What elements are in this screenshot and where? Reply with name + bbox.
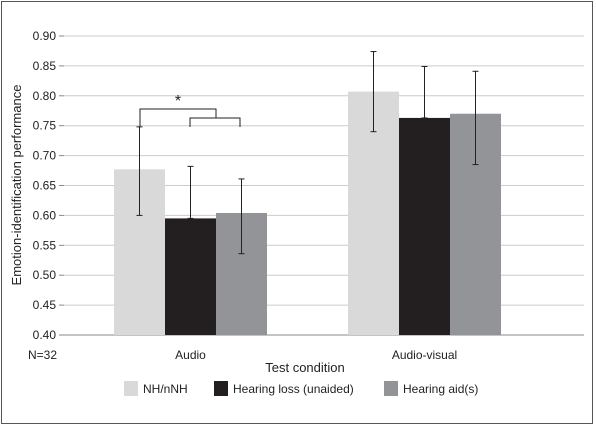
y-tick-label: 0.70 bbox=[33, 149, 57, 163]
legend-label: Hearing loss (unaided) bbox=[233, 382, 354, 396]
y-tick-label: 0.50 bbox=[33, 268, 57, 282]
y-tick-label: 0.60 bbox=[33, 208, 57, 222]
y-tick-label: 0.90 bbox=[33, 29, 57, 43]
y-axis-ticks: 0.40 0.45 0.50 0.55 0.60 0.65 0.70 0.75 0.80 0.85… bbox=[33, 29, 64, 342]
significance-star: * bbox=[175, 93, 181, 110]
x-axis-categories: Audio Audio-visual bbox=[175, 348, 457, 362]
y-tick-label: 0.80 bbox=[33, 89, 57, 103]
x-category-label: Audio-visual bbox=[392, 348, 457, 362]
y-tick-label: 0.65 bbox=[33, 179, 57, 193]
legend-label: Hearing aid(s) bbox=[403, 382, 478, 396]
y-tick-label: 0.45 bbox=[33, 298, 57, 312]
legend-swatch bbox=[214, 381, 228, 396]
y-tick-label: 0.40 bbox=[33, 328, 57, 342]
y-tick-label: 0.55 bbox=[33, 238, 57, 252]
sample-size-note: N=32 bbox=[28, 348, 57, 362]
bars bbox=[114, 91, 501, 336]
y-tick-label: 0.75 bbox=[33, 119, 57, 133]
error-bars bbox=[136, 51, 479, 255]
legend-label: NH/nNH bbox=[143, 382, 188, 396]
significance-bracket: * bbox=[139, 93, 241, 127]
bar bbox=[399, 117, 450, 336]
x-axis-label: Test condition bbox=[265, 360, 345, 375]
legend-swatch bbox=[384, 381, 398, 396]
y-axis-label: Emotion-identification performance bbox=[9, 85, 24, 286]
legend-swatch bbox=[124, 381, 138, 396]
significance-bracket-line bbox=[139, 108, 241, 127]
x-category-label: Audio bbox=[175, 348, 206, 362]
bar bbox=[165, 218, 216, 335]
legend: NH/nNH Hearing loss (unaided) Hearing aid(… bbox=[124, 381, 478, 396]
y-tick-label: 0.85 bbox=[33, 59, 57, 73]
